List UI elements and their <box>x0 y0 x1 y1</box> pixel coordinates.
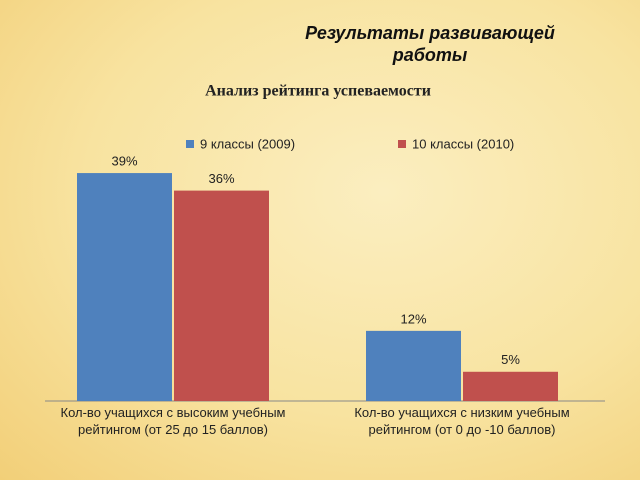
x-tick-label: Кол-во учащихся с низким учебным рейтинг… <box>354 405 570 437</box>
data-label: 36% <box>208 171 234 186</box>
bar <box>174 190 269 401</box>
bar <box>366 330 461 401</box>
chart-title: Анализ рейтинга успеваемости <box>205 83 431 100</box>
legend-label: 9 классы (2009) <box>200 136 295 151</box>
legend-label: 10 классы (2010) <box>412 136 514 151</box>
legend-swatch <box>186 140 194 148</box>
slide-title: Результаты развивающей работы <box>305 23 555 65</box>
data-label: 39% <box>111 154 137 169</box>
x-tick-label: Кол-во учащихся с высоким учебным рейтин… <box>60 405 286 437</box>
data-label: 12% <box>400 311 426 326</box>
bar <box>463 371 558 401</box>
legend-swatch <box>398 140 406 148</box>
bar <box>77 173 172 401</box>
data-label: 5% <box>501 352 520 367</box>
